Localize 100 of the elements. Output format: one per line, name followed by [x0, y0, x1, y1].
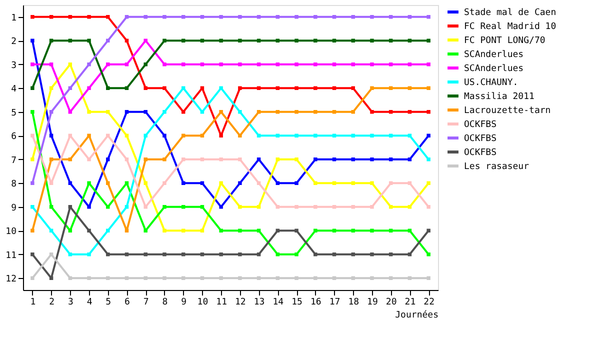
x-tick-label: 14 — [272, 298, 284, 308]
point — [162, 252, 166, 256]
point — [238, 228, 242, 232]
point — [238, 86, 242, 90]
point — [219, 181, 223, 185]
point — [87, 252, 91, 256]
point — [426, 252, 430, 256]
point — [426, 181, 430, 185]
legend-label: SCAnderlues — [464, 50, 524, 60]
point — [106, 205, 110, 209]
point — [144, 205, 148, 209]
point — [30, 86, 34, 90]
point — [238, 252, 242, 256]
x-tick-label: 13 — [254, 298, 265, 308]
y-tick-label: 12 — [6, 274, 16, 285]
point — [30, 110, 34, 114]
point — [162, 38, 166, 42]
x-tick-label: 11 — [216, 298, 227, 308]
y-tick-label: 3 — [11, 60, 16, 71]
point — [87, 62, 91, 66]
point — [219, 228, 223, 232]
x-tick-label: 6 — [124, 298, 130, 308]
legend-label: OCKFBS — [464, 134, 497, 144]
point — [106, 134, 110, 138]
point — [294, 228, 298, 232]
point — [351, 205, 355, 209]
point — [314, 134, 318, 138]
point — [106, 15, 110, 19]
x-axis-title: Journées — [395, 310, 438, 320]
point — [314, 62, 318, 66]
point — [238, 181, 242, 185]
y-tick-label: 7 — [11, 156, 16, 166]
point — [30, 276, 34, 280]
x-tick-label: 2 — [49, 298, 55, 308]
x-tick-label: 7 — [143, 298, 149, 308]
point — [351, 134, 355, 138]
point — [351, 110, 355, 114]
point — [30, 38, 34, 42]
point — [370, 228, 374, 232]
point — [238, 15, 242, 19]
point — [351, 86, 355, 90]
point — [426, 205, 430, 209]
point — [87, 181, 91, 185]
point — [87, 228, 91, 232]
point — [87, 276, 91, 280]
point — [370, 252, 374, 256]
y-tick-label: 4 — [11, 84, 16, 95]
legend-label: FC PONT LONG/70 — [464, 36, 546, 46]
point — [294, 15, 298, 19]
x-tick-label: 22 — [424, 298, 434, 308]
point — [30, 181, 34, 185]
point — [144, 86, 148, 90]
x-tick-label: 1 — [30, 298, 36, 308]
point — [238, 158, 242, 162]
point — [294, 181, 298, 185]
y-tick-label: 5 — [11, 108, 16, 118]
point — [144, 38, 148, 42]
point — [144, 228, 148, 232]
point — [351, 181, 355, 185]
y-tick-label: 9 — [11, 203, 16, 214]
point — [162, 205, 166, 209]
point — [238, 62, 242, 66]
point — [426, 228, 430, 232]
point — [162, 158, 166, 162]
point — [162, 181, 166, 185]
point — [370, 205, 374, 209]
point — [162, 134, 166, 138]
point — [219, 276, 223, 280]
point — [30, 15, 34, 19]
legend-label: Lacrouzette-tarn — [464, 106, 551, 116]
point — [294, 205, 298, 209]
point — [162, 276, 166, 280]
point — [106, 62, 110, 66]
point — [219, 134, 223, 138]
point — [370, 62, 374, 66]
point — [370, 86, 374, 90]
y-tick-label: 6 — [11, 132, 16, 142]
point — [351, 15, 355, 19]
point — [30, 158, 34, 162]
legend-label: OCKFBS — [464, 148, 497, 158]
point — [144, 181, 148, 185]
x-tick-label: 4 — [86, 298, 92, 308]
point — [370, 276, 374, 280]
point — [370, 38, 374, 42]
point — [144, 110, 148, 114]
point — [106, 252, 110, 256]
point — [238, 38, 242, 42]
point — [294, 158, 298, 162]
y-tick-label: 2 — [11, 37, 16, 48]
point — [314, 38, 318, 42]
point — [87, 158, 91, 162]
point — [351, 62, 355, 66]
point — [314, 110, 318, 114]
point — [219, 38, 223, 42]
x-tick-label: 3 — [68, 298, 74, 308]
point — [30, 62, 34, 66]
point — [219, 62, 223, 66]
x-tick-label: 16 — [310, 298, 322, 308]
point — [351, 158, 355, 162]
x-tick-label: 20 — [386, 298, 397, 308]
